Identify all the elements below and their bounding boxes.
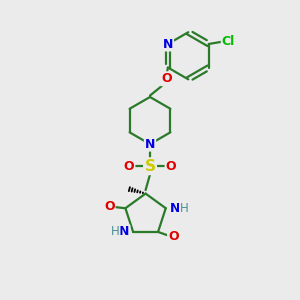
Text: O: O — [124, 160, 134, 173]
Text: Cl: Cl — [222, 35, 235, 48]
Text: H: H — [111, 225, 120, 239]
Text: N: N — [119, 225, 130, 239]
Text: N: N — [170, 202, 180, 215]
Text: H: H — [180, 202, 188, 215]
Text: S: S — [145, 159, 155, 174]
Text: O: O — [166, 160, 176, 173]
Text: N: N — [163, 38, 173, 50]
Text: O: O — [104, 200, 115, 213]
Text: O: O — [161, 72, 172, 85]
Text: N: N — [145, 138, 155, 151]
Text: O: O — [168, 230, 179, 243]
